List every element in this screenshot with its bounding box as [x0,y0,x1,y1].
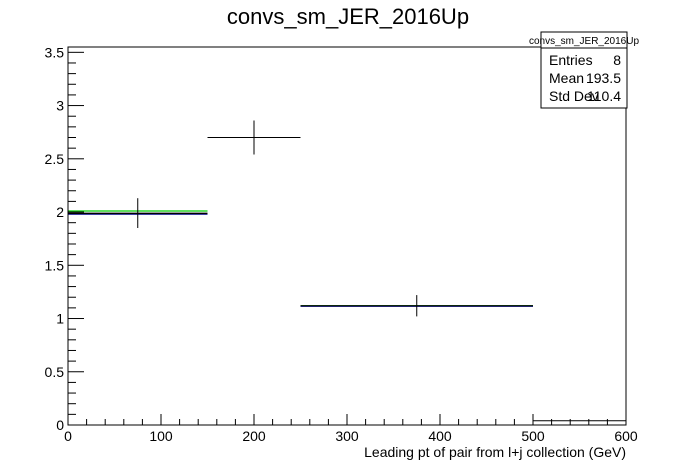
stats-mean-value: 193.5 [586,70,621,86]
y-tick-label: 2.5 [45,151,65,167]
y-tick-label: 1 [56,311,64,327]
x-tick-label: 100 [149,428,173,444]
y-tick-label: 1.5 [45,257,65,273]
x-tick-label: 600 [614,428,638,444]
stats-title: convs_sm_JER_2016Up [529,36,639,47]
y-tick-label: 0.5 [45,364,65,380]
stats-stddev-label: Std Dev [549,88,599,104]
y-tick-label: 0 [56,417,64,433]
stats-entries-value: 8 [613,52,621,68]
x-tick-label: 500 [521,428,545,444]
stats-stddev-value: 110.4 [587,88,621,104]
x-tick-label: 400 [428,428,452,444]
chart-title: convs_sm_JER_2016Up [227,4,469,29]
stats-entries-label: Entries [549,52,593,68]
y-tick-label: 2 [56,204,64,220]
stats-mean-label: Mean [549,70,584,86]
x-tick-label: 200 [242,428,266,444]
x-axis-label: Leading pt of pair from l+j collection (… [364,444,626,460]
stats-box: convs_sm_JER_2016Up Entries 8 Mean 193.5… [529,31,639,109]
y-tick-label: 3.5 [45,44,65,60]
x-tick-label: 0 [64,428,72,444]
x-tick-label: 300 [335,428,359,444]
y-tick-label: 3 [56,98,64,114]
